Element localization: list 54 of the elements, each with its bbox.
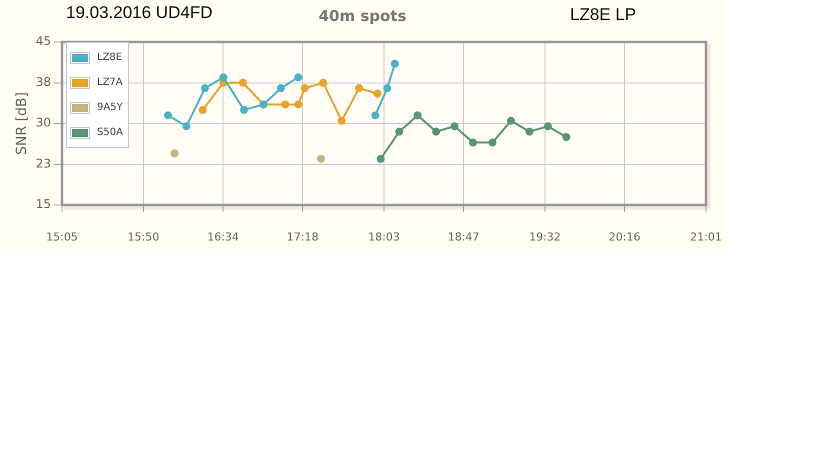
point bbox=[506, 116, 515, 125]
point bbox=[164, 111, 172, 120]
point bbox=[281, 100, 290, 108]
point bbox=[414, 111, 422, 120]
x-tick-label: 15:50 bbox=[128, 230, 160, 244]
x-tick-label: 19:32 bbox=[529, 230, 561, 244]
legend-label: S50A bbox=[97, 127, 123, 138]
text: LZ8E LP bbox=[570, 5, 636, 25]
x-tick-label: 18:47 bbox=[448, 230, 480, 244]
point bbox=[488, 138, 497, 147]
point bbox=[376, 154, 385, 163]
point bbox=[240, 106, 248, 114]
y-tick-label: 45 bbox=[36, 34, 51, 48]
x-tick-label: 17:18 bbox=[286, 230, 318, 244]
point bbox=[276, 84, 285, 92]
point bbox=[395, 128, 404, 136]
point bbox=[238, 78, 247, 87]
point bbox=[200, 84, 209, 92]
x-tick-label: 15:05 bbox=[46, 230, 78, 244]
point bbox=[319, 78, 328, 87]
point bbox=[294, 100, 302, 108]
x-tick-label: 16:34 bbox=[207, 230, 239, 244]
point bbox=[544, 122, 552, 130]
point bbox=[432, 128, 440, 136]
legend-label: LZ7A bbox=[97, 77, 123, 88]
legend-label: 9A5Y bbox=[97, 102, 123, 113]
y-tick-label: 15 bbox=[36, 197, 51, 212]
y-tick-label: 38 bbox=[36, 74, 51, 89]
point bbox=[182, 122, 190, 130]
point bbox=[300, 84, 309, 92]
x-tick-label: 18:03 bbox=[368, 230, 400, 244]
point bbox=[198, 106, 207, 114]
point bbox=[170, 149, 179, 158]
x-tick-label: 21:01 bbox=[690, 230, 722, 244]
point bbox=[294, 73, 302, 82]
y-axis-title: SNR [dB] bbox=[14, 92, 30, 155]
y-tick-label: 30 bbox=[36, 116, 51, 130]
text: 19.03.2016 UD4FD bbox=[66, 3, 212, 23]
point bbox=[468, 138, 477, 147]
chart-title: 40m spots bbox=[318, 7, 406, 25]
point bbox=[338, 116, 346, 125]
x-tick-label: 20:16 bbox=[608, 230, 640, 244]
point bbox=[450, 122, 459, 130]
point bbox=[383, 84, 392, 92]
point bbox=[219, 73, 228, 82]
point bbox=[373, 90, 382, 98]
point bbox=[371, 111, 380, 120]
point bbox=[562, 133, 570, 142]
legend-label: LZ8E bbox=[97, 52, 122, 63]
point bbox=[355, 84, 364, 92]
point bbox=[317, 154, 326, 163]
point bbox=[525, 128, 534, 136]
y-tick-label: 23 bbox=[36, 156, 51, 170]
point bbox=[390, 60, 399, 68]
